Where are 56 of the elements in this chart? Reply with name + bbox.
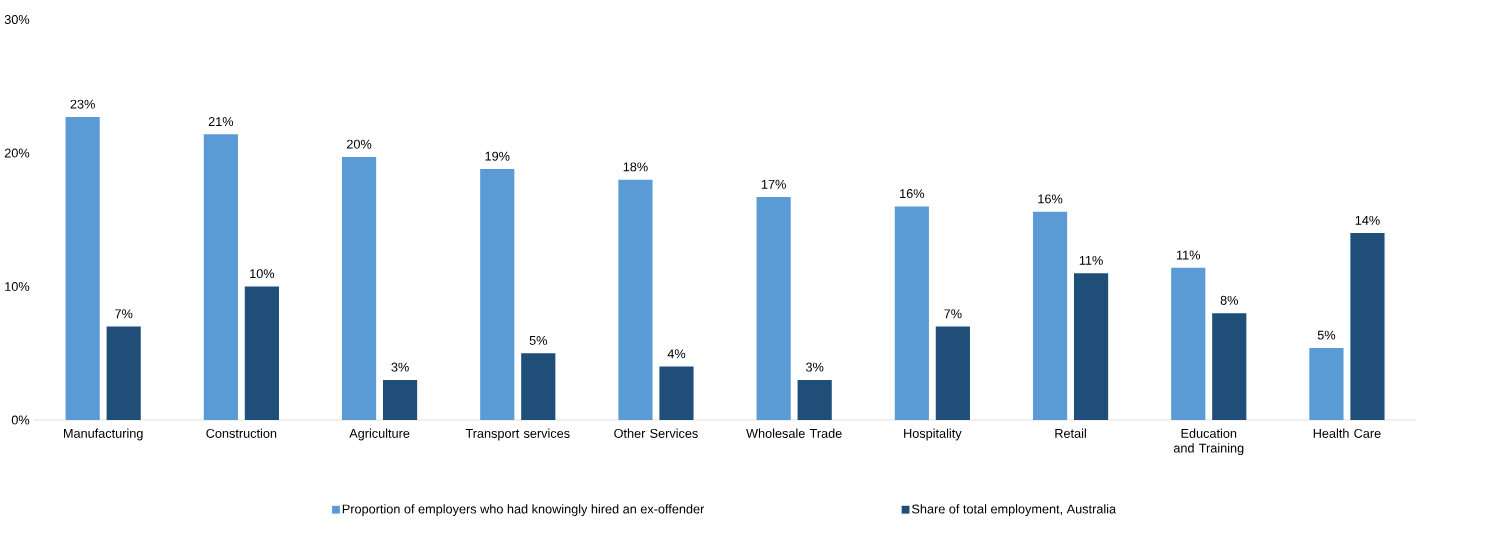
x-tick-label: Construction <box>206 428 277 438</box>
x-tick-label: Agriculture <box>349 428 410 441</box>
bar <box>521 353 556 421</box>
data-label: 7% <box>115 309 133 319</box>
data-label: 11% <box>1176 250 1201 260</box>
bar <box>1309 347 1344 421</box>
bar <box>382 380 418 421</box>
bar <box>935 326 970 421</box>
x-tick-label: Education and Training <box>1173 428 1244 456</box>
bar <box>341 157 377 421</box>
data-label: 5% <box>1317 330 1336 340</box>
bar <box>797 380 832 421</box>
bar <box>1350 233 1385 421</box>
x-tick-label: Retail <box>1055 428 1086 438</box>
data-label: 11% <box>1079 256 1103 265</box>
data-label: 16% <box>900 189 925 199</box>
data-label: 21% <box>208 117 234 127</box>
x-tick-label: Transport services <box>465 428 570 441</box>
data-label: 8% <box>1220 295 1238 305</box>
bar <box>756 197 791 421</box>
bar <box>106 326 141 421</box>
bar <box>1212 313 1247 421</box>
data-label: 17% <box>761 179 786 189</box>
bar <box>480 169 515 421</box>
x-tick-label: Other Services <box>614 428 698 438</box>
data-label: 7% <box>944 309 962 319</box>
y-tick-label: 10% <box>5 282 30 292</box>
bar <box>618 179 653 421</box>
x-tick-label: Health Care <box>1313 428 1381 438</box>
bar <box>244 286 279 421</box>
data-label: 18% <box>623 162 648 172</box>
bar <box>894 206 929 421</box>
bar <box>1073 273 1109 421</box>
data-label: 19% <box>485 151 510 161</box>
bar <box>659 366 694 421</box>
x-tick-label: Manufacturing <box>63 428 143 441</box>
y-tick-label: 20% <box>4 148 30 158</box>
data-label: 3% <box>805 362 824 372</box>
data-label: 23% <box>70 99 95 109</box>
bar <box>65 117 100 421</box>
legend-label: Proportion of employers who had knowingly hired an ex-offender <box>342 504 705 517</box>
data-label: 14% <box>1355 215 1380 225</box>
x-tick-label: Hospitality <box>904 428 962 441</box>
data-label: 4% <box>667 349 686 359</box>
legend-label: Share of total employment, Australia <box>912 504 1117 517</box>
x-tick-label: Wholesale Trade <box>746 428 842 438</box>
bar <box>1171 267 1206 421</box>
data-label: 3% <box>391 362 409 372</box>
data-label: 5% <box>529 336 548 345</box>
data-label: 16% <box>1038 194 1063 204</box>
y-tick-label: 0% <box>11 415 30 425</box>
y-tick-label: 30% <box>4 15 30 25</box>
data-label: 20% <box>347 139 372 149</box>
bar <box>1032 211 1068 421</box>
data-label: 10% <box>250 269 275 279</box>
bar <box>203 134 238 421</box>
